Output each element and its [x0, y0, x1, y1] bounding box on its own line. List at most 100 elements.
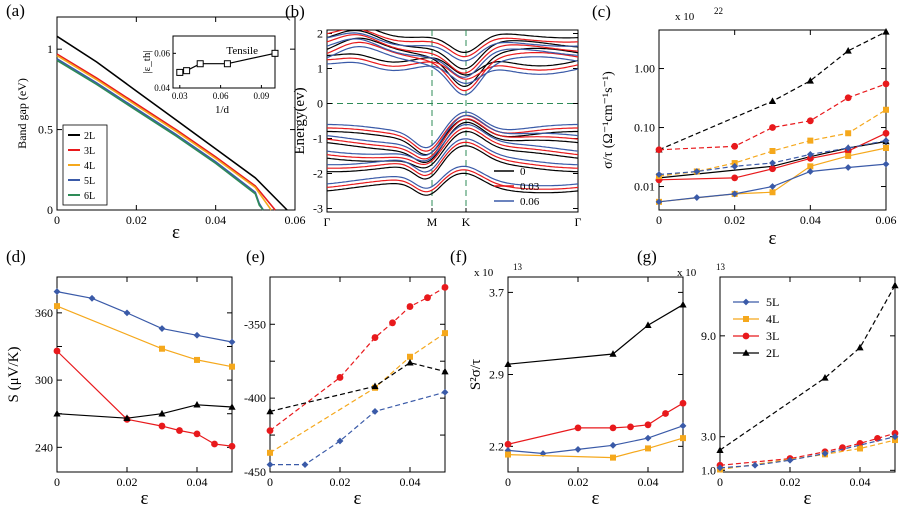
legend-label-3L: 3L — [84, 146, 95, 157]
band-0 — [327, 118, 578, 156]
band-0 — [327, 30, 578, 70]
band-0.03 — [327, 57, 578, 80]
series-line-2L — [507, 304, 684, 365]
series-line-5L — [270, 391, 446, 466]
y-tick-label: 2 — [317, 27, 323, 41]
x-tick-label: 0 — [54, 213, 60, 227]
data-point-3L-solid — [806, 154, 814, 162]
band-0.06 — [327, 138, 578, 173]
legend-marker-2L — [742, 349, 750, 356]
x-tick-label: 0.06 — [285, 213, 306, 227]
panel-f: (f) 0 0.02 0.04 2.2 2.9 3.7 ε x 10 13 S²σ/τ — [450, 247, 687, 509]
axis-multiplier-exponent: 13 — [513, 262, 523, 272]
legend-label-4L: 4L — [84, 161, 95, 172]
panel-e: (e) 0 0.02 0.04 -450 -400 -350 ε — [244, 247, 449, 509]
legend-label-0.03: 0.03 — [520, 181, 540, 193]
plot-frame — [56, 276, 233, 473]
series-line-5L — [719, 436, 896, 469]
bands — [327, 30, 578, 196]
data-point-4L — [505, 451, 511, 458]
inset-y-tick-label: 0.06 — [154, 48, 170, 58]
y-tick-label: 0 — [47, 203, 53, 217]
inset-x-label: 1/d — [215, 104, 230, 116]
data-point-4L — [194, 356, 200, 363]
band-0.06 — [327, 61, 578, 85]
data-point-4L — [229, 363, 235, 370]
series-line-2L-dashed — [658, 31, 887, 151]
x-tick-label: 0 — [267, 475, 273, 489]
y-axis-label: S²σ/τ — [468, 359, 484, 390]
band-0 — [327, 30, 578, 53]
x-tick-label: 0.02 — [126, 213, 147, 227]
data-point-2L — [891, 281, 899, 289]
data-point-3L — [389, 319, 396, 327]
band-0 — [327, 130, 578, 169]
data-point-5L — [266, 461, 274, 469]
data-point-5L-solid — [731, 190, 739, 198]
data-point-2L — [228, 403, 236, 410]
k-point-label: Γ — [324, 215, 331, 229]
panel-g: (g) 0 0.02 0.04 1.0 3.0 9.0 ε x 10 13 5L 4L 3L 2L — [637, 247, 899, 509]
legend: 0 0.03 0.06 — [494, 166, 540, 208]
y-tick-label: 300 — [35, 373, 53, 387]
k-point-label: K — [462, 215, 471, 229]
data-point-2L — [53, 409, 61, 417]
series-line-3L — [719, 432, 896, 466]
data-point-4L — [407, 353, 413, 360]
data-point-5L — [891, 433, 899, 441]
legend: 5L 4L 3L 2L — [733, 295, 779, 360]
data-point-2L — [821, 374, 829, 381]
band-0 — [327, 121, 578, 163]
series-line-5L — [507, 425, 684, 455]
y-tick-label: 2.9 — [489, 368, 504, 382]
panel-label: (e) — [246, 247, 265, 266]
band-0.03 — [327, 41, 578, 92]
data-point-3L-dashed — [655, 146, 663, 154]
legend: 2L 3L 4L 5L 6L — [62, 124, 108, 206]
y-tick-label: 360 — [35, 306, 53, 320]
data-point-5L — [504, 447, 512, 454]
panel-d: (d) 0 0.02 0.04 240 300 360 ε S (μV/K) — [6, 247, 236, 509]
axis-multiplier: x 10 — [677, 267, 697, 279]
band-0 — [327, 172, 578, 196]
x-tick-label: 0.04 — [205, 213, 226, 227]
data-point-3L — [574, 424, 582, 432]
data-point-5L — [53, 288, 61, 295]
data-point-4L — [267, 449, 273, 456]
series-line-3L — [56, 350, 233, 447]
inset-y-label: |ε_th| — [141, 50, 153, 73]
data-point-2L — [406, 358, 414, 366]
series-line-4L — [56, 305, 233, 368]
data-point-4L-solid — [807, 163, 814, 170]
y-axis-label: Band gap (eV) — [15, 78, 29, 149]
y-tick-label: -2 — [313, 167, 323, 181]
series-line-3L-solid — [658, 132, 887, 181]
data-point-3L — [53, 347, 61, 355]
y-tick-label: 9.0 — [701, 329, 716, 343]
legend-marker-4L — [743, 316, 749, 322]
data-point-5L-solid — [655, 198, 663, 206]
band-0.03 — [327, 118, 578, 160]
series-line-4L — [56, 54, 272, 211]
axis-multiplier-exponent: 22 — [714, 6, 723, 16]
band-0.06 — [327, 165, 578, 189]
legend-label-5L: 5L — [84, 176, 95, 187]
plot-frame — [56, 16, 296, 211]
y-tick-label: -3 — [313, 202, 323, 216]
data-point-5L-dashed — [882, 137, 890, 145]
x-tick-label: 0.02 — [330, 475, 351, 489]
inset: 0.03 0.06 0.09 0.04 0.06 Tensile 1/d |ε_th| — [141, 35, 279, 116]
series-line-5L — [56, 291, 233, 343]
series-line-2L — [56, 404, 233, 419]
series-line-3L-dashed — [658, 83, 887, 151]
band-0.06 — [327, 111, 578, 149]
legend-marker-3L — [742, 332, 750, 340]
k-point-label: Γ — [575, 215, 582, 229]
x-tick-label: 0.06 — [876, 213, 897, 227]
legend-label-0: 0 — [520, 166, 526, 178]
data-point-3L — [644, 421, 652, 429]
band-0.03 — [327, 141, 578, 177]
data-point-5L-dashed — [806, 151, 814, 158]
legend-label-6L: 6L — [84, 191, 95, 202]
data-point-3L-dashed — [882, 80, 890, 88]
